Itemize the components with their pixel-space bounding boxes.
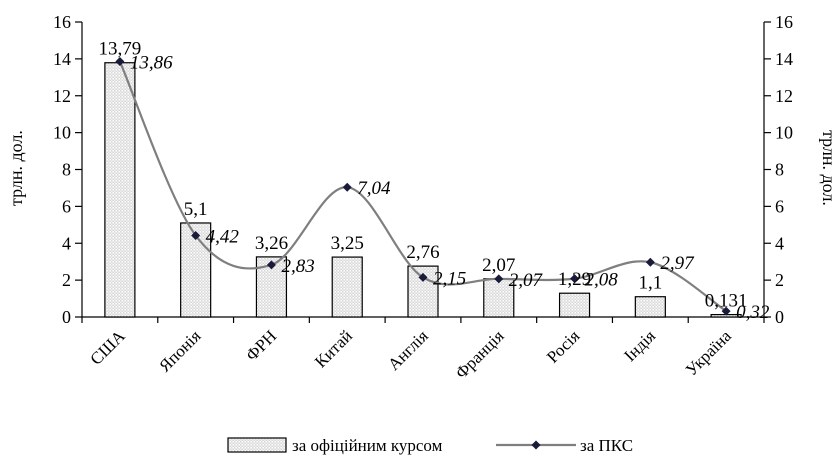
bar bbox=[634, 296, 666, 318]
line-marker bbox=[645, 257, 655, 267]
line-value-label: 7,04 bbox=[357, 178, 391, 199]
legend-line-marker bbox=[531, 440, 541, 450]
x-tick-label: США bbox=[86, 326, 129, 369]
line-marker bbox=[721, 306, 731, 316]
x-tick-label: Японія bbox=[155, 326, 204, 375]
line-marker bbox=[418, 272, 428, 282]
y-tick-label-right: 10 bbox=[775, 123, 793, 143]
y-tick-label-right: 14 bbox=[775, 49, 793, 69]
y-tick-label-right: 4 bbox=[775, 233, 784, 253]
bar-value-label: 1,29 bbox=[558, 269, 591, 290]
line-value-label: 0,32 bbox=[736, 302, 770, 323]
y-tick-label-right: 8 bbox=[775, 160, 784, 180]
line-value-label: 2,97 bbox=[660, 253, 695, 274]
legend-bar-swatch bbox=[227, 437, 287, 453]
bar bbox=[558, 292, 591, 318]
line-value-label: 2,83 bbox=[281, 256, 314, 277]
line-marker bbox=[342, 182, 352, 192]
y-tick-label-right: 6 bbox=[775, 196, 784, 216]
bar bbox=[483, 278, 515, 318]
bar bbox=[104, 62, 136, 318]
line-value-label: 4,42 bbox=[206, 227, 240, 248]
data-labels: 13,79 5,1 3,26 3,25 2,76 2,07 1,29 1,1 0,131 13,8… bbox=[99, 39, 770, 323]
line-marker bbox=[266, 260, 276, 270]
legend-line-label: за ПКС bbox=[580, 436, 633, 455]
bar-value-label: 3,26 bbox=[255, 233, 288, 254]
y-tick-label-left: 10 bbox=[53, 123, 71, 143]
bar-value-label: 1,1 bbox=[638, 273, 662, 294]
line-value-label: 2,07 bbox=[509, 270, 544, 291]
legend: за офіційним курсом за ПКС bbox=[227, 436, 633, 455]
x-tick-label: ФРН bbox=[242, 326, 280, 364]
y-tick-label-left: 4 bbox=[62, 233, 71, 253]
line-value-label: 2,08 bbox=[585, 270, 619, 291]
y-tick-label-left: 14 bbox=[53, 49, 71, 69]
bar bbox=[331, 256, 363, 318]
y-tick-label-right: 2 bbox=[775, 270, 784, 290]
line-marker bbox=[570, 274, 580, 284]
line-series bbox=[115, 56, 731, 316]
y-tick-label-right: 12 bbox=[775, 86, 793, 106]
bar-value-label: 5,1 bbox=[184, 199, 208, 220]
x-tick-label: Франція bbox=[452, 326, 508, 382]
y-tick-label-right: 0 bbox=[775, 307, 784, 327]
line-marker bbox=[494, 274, 504, 284]
x-tick-label: Англія bbox=[384, 326, 432, 374]
line-marker bbox=[115, 56, 125, 66]
y-tick-label-left: 12 bbox=[53, 86, 71, 106]
y-tick-label-right: 16 bbox=[775, 12, 793, 32]
y-tick-label-left: 0 bbox=[62, 307, 71, 327]
bar-value-label: 3,25 bbox=[331, 233, 364, 254]
y-tick-label-left: 6 bbox=[62, 196, 71, 216]
x-tick-label: Китай bbox=[311, 326, 356, 371]
x-tick-label: Індія bbox=[620, 326, 659, 365]
y-axis-title-right: трлн. дол. bbox=[819, 130, 838, 206]
x-tick-label: Росія bbox=[543, 326, 583, 366]
y-tick-label-left: 2 bbox=[62, 270, 71, 290]
line-value-label: 2,15 bbox=[433, 268, 466, 289]
bar-value-label: 2,76 bbox=[406, 242, 439, 263]
x-tick-label: Україна bbox=[682, 326, 736, 380]
y-axis-title-left: трлн. дол. bbox=[6, 130, 26, 206]
y-tick-label-left: 16 bbox=[53, 12, 71, 32]
legend-bar-label: за офіційним курсом bbox=[292, 436, 443, 455]
line-value-label: 13,86 bbox=[130, 52, 173, 73]
bar-value-label: 0,131 bbox=[705, 291, 748, 312]
bar-value-label: 13,79 bbox=[99, 39, 142, 60]
line-marker bbox=[191, 231, 201, 241]
y-tick-label-left: 8 bbox=[62, 160, 71, 180]
bar-value-label: 2,07 bbox=[482, 255, 515, 276]
